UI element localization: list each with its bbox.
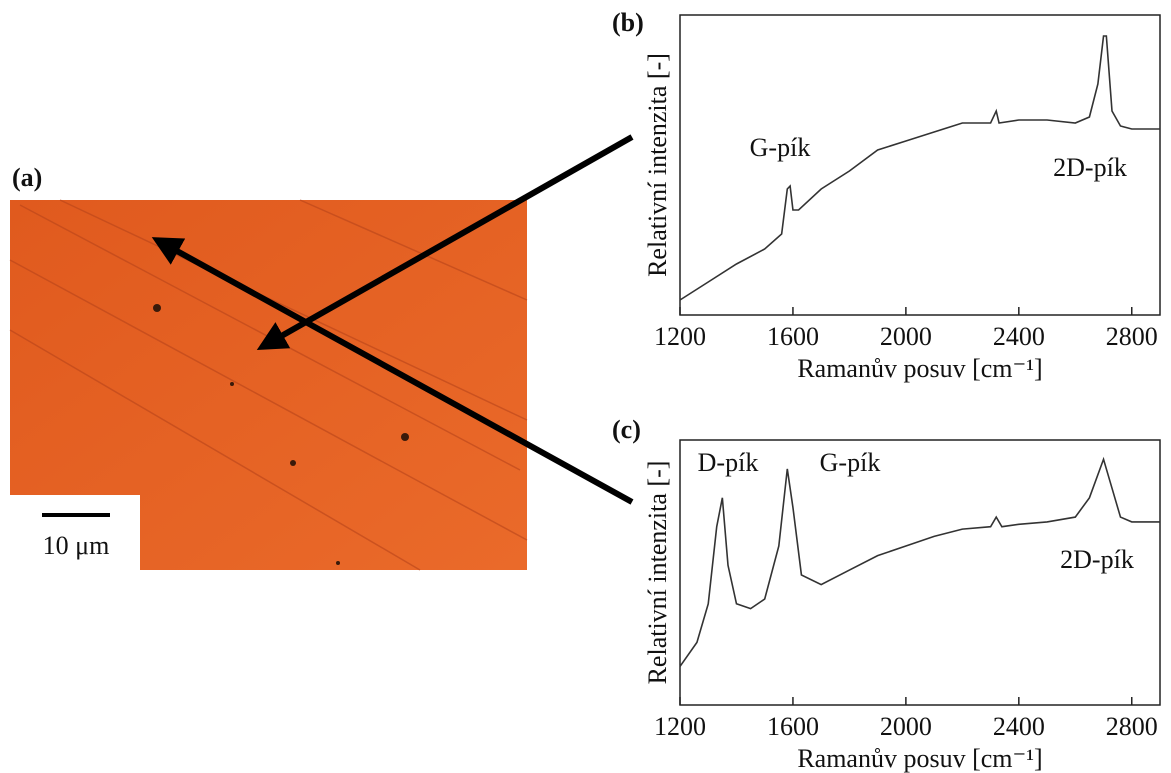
plot-frame (679, 439, 1161, 706)
panel-label: (c) (612, 415, 641, 444)
peak-annotation: 2D-pík (1053, 153, 1127, 182)
panel-label: (a) (12, 163, 42, 192)
x-tick-label: 1600 (767, 712, 819, 741)
x-tick-label: 2800 (1106, 322, 1158, 351)
spectrum-line (679, 35, 1160, 301)
spectrum-line (679, 456, 1160, 667)
x-tick-label: 2400 (993, 322, 1045, 351)
x-axis-label: Ramanův posuv [cm⁻¹] (797, 354, 1042, 383)
peak-annotation: G-pík (820, 448, 881, 477)
y-axis-label: Relativní intenzita [-] (643, 53, 672, 277)
x-tick-label: 1200 (654, 322, 706, 351)
x-axis-label: Ramanův posuv [cm⁻¹] (797, 744, 1042, 773)
y-axis-label: Relativní intenzita [-] (643, 461, 672, 685)
x-tick-label: 1200 (654, 712, 706, 741)
micrograph: 10 μm (a) (9, 163, 528, 571)
panel-label: (b) (612, 8, 644, 37)
x-tick-label: 2000 (880, 322, 932, 351)
x-tick-label: 2000 (880, 712, 932, 741)
scale-bar-label: 10 μm (43, 531, 110, 560)
peak-annotation: G-pík (750, 133, 811, 162)
arrows (151, 134, 634, 505)
x-tick-label: 2400 (993, 712, 1045, 741)
plot-frame (679, 14, 1161, 316)
x-tick-label: 2800 (1106, 712, 1158, 741)
peak-annotation: 2D-pík (1060, 545, 1134, 574)
x-tick-label: 1600 (767, 322, 819, 351)
peak-annotation: D-pík (698, 448, 759, 477)
